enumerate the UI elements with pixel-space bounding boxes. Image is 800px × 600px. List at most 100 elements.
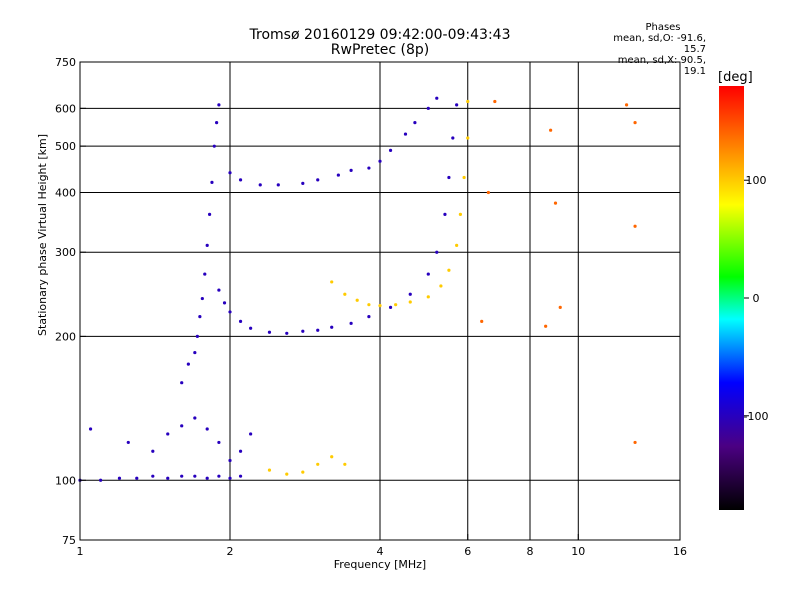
echo-point (205, 476, 209, 480)
echo-point (228, 171, 232, 175)
echo-point (549, 128, 553, 132)
echo-point (135, 476, 139, 480)
phase-statistics: Phases mean, sd,O: -91.6, 15.7 mean, sd,… (600, 22, 706, 77)
echo-point (378, 159, 382, 163)
echo-point (276, 183, 280, 187)
echo-point (238, 449, 243, 453)
echo-point (435, 250, 439, 254)
echo-point (193, 474, 197, 478)
echo-point (205, 427, 209, 431)
echo-point (458, 212, 463, 216)
y-tick-label: 500 (55, 140, 76, 153)
echo-point (99, 478, 103, 482)
echo-point (439, 284, 443, 288)
echo-point (228, 476, 232, 480)
echo-point (301, 329, 305, 333)
echo-point (413, 121, 417, 125)
echo-point (633, 440, 637, 445)
echo-point (217, 474, 221, 478)
echo-point (267, 330, 272, 334)
phase-statistics-title: Phases (645, 22, 681, 33)
echo-point (217, 288, 221, 292)
echo-point (285, 331, 289, 335)
echo-point (151, 449, 155, 453)
echo-point (217, 440, 221, 445)
echo-point (210, 180, 214, 184)
y-tick-label: 300 (55, 246, 76, 259)
colorbar (719, 86, 744, 510)
echo-point (316, 462, 320, 466)
echo-point (267, 468, 272, 472)
echo-point (349, 321, 353, 325)
echo-point (462, 175, 466, 180)
echo-point (285, 472, 289, 476)
x-tick-label: 8 (527, 545, 534, 558)
x-tick-label: 4 (377, 545, 384, 558)
echo-point (222, 301, 227, 305)
echo-point (228, 458, 232, 463)
x-tick-label: 2 (227, 545, 234, 558)
echo-point (249, 326, 253, 330)
echo-point (336, 173, 340, 177)
echo-point (180, 381, 184, 385)
y-tick-label: 600 (55, 102, 76, 115)
y-tick-label: 200 (55, 330, 76, 343)
echo-point (480, 319, 484, 323)
echo-point (238, 474, 243, 478)
echo-point (388, 148, 393, 152)
echo-point (343, 292, 347, 296)
y-tick-label: 750 (55, 56, 76, 69)
echo-point (378, 303, 382, 308)
echo-point (443, 212, 447, 216)
echo-point (180, 474, 184, 478)
echo-point (633, 224, 637, 228)
echo-point (553, 201, 558, 205)
colorbar-label: [deg] (718, 70, 753, 85)
figure-subtitle: RwPretec (8p) (330, 42, 430, 58)
echo-point (205, 243, 209, 248)
echo-point (455, 243, 459, 248)
echo-point (249, 432, 253, 436)
echo-point (301, 181, 305, 185)
echo-point (426, 272, 430, 276)
echo-point (258, 183, 262, 187)
echo-point (186, 362, 190, 366)
echo-point (367, 303, 371, 307)
echo-point (367, 315, 371, 319)
colorbar-tick-label: 0 (753, 292, 760, 305)
echo-point (228, 310, 232, 314)
echo-point (330, 280, 334, 284)
echo-point (316, 178, 320, 182)
x-tick-label: 6 (464, 545, 471, 558)
echo-point (180, 424, 184, 428)
echo-point (426, 295, 430, 299)
echo-point (126, 440, 130, 445)
echo-point (349, 168, 353, 172)
echo-point (367, 166, 371, 170)
echo-point (447, 175, 451, 180)
echo-point (88, 427, 93, 431)
echo-point (388, 305, 393, 309)
echo-point (117, 476, 122, 480)
echo-point (435, 96, 439, 100)
colorbar-tick-label: 100 (746, 174, 767, 187)
echo-point (200, 296, 204, 301)
echo-point (633, 121, 637, 125)
echo-point (408, 300, 412, 304)
y-tick-label: 400 (55, 186, 76, 199)
colorbar-tick-label: -100 (744, 410, 769, 423)
echo-point (198, 315, 202, 319)
echo-point (215, 121, 219, 125)
echo-point (330, 325, 334, 329)
echo-point (426, 106, 430, 110)
figure-title: Tromsø 20160129 09:42:00-09:43:43 (249, 27, 511, 43)
echo-point (493, 99, 497, 104)
echo-point (238, 319, 243, 323)
echo-point (451, 136, 455, 140)
echo-point (466, 99, 470, 104)
echo-point (394, 303, 398, 307)
echo-point (212, 144, 216, 148)
echo-point (301, 470, 305, 474)
echo-point (203, 272, 207, 276)
